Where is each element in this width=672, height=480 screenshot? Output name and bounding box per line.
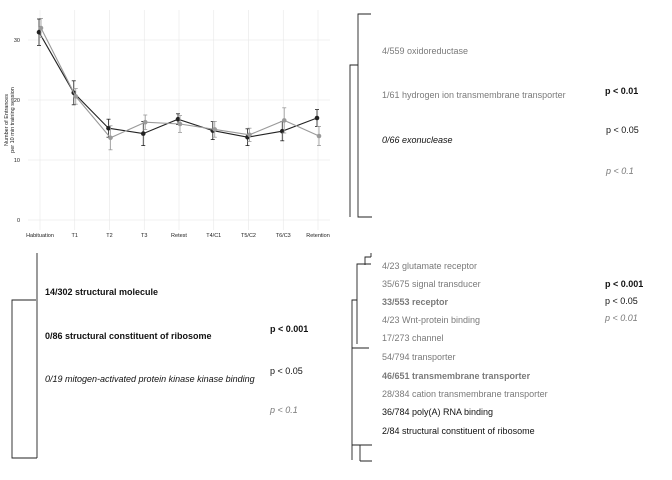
go-term-label: 0/86 structural constituent of ribosome <box>45 331 212 341</box>
data-point <box>314 115 320 121</box>
go-term-label: 0/19 mitogen-activated protein kinase ki… <box>45 374 255 384</box>
y-tick-label: 20 <box>14 98 20 104</box>
go-term-label: 17/273 channel <box>382 333 444 343</box>
y-axis-label-line: Number of Entrances <box>4 94 10 146</box>
significance-legend-label: p < 0.05 <box>606 125 639 135</box>
go-term-labels: 4/559 oxidoreductase 1/61 hydrogen ion tr… <box>45 46 643 436</box>
significance-legend-label: p < 0.01 <box>605 86 638 96</box>
data-point <box>247 132 252 138</box>
go-term-label: 4/23 Wnt-protein binding <box>382 315 480 325</box>
data-point <box>142 119 148 125</box>
data-point <box>73 94 79 99</box>
go-term-label: 46/651 transmembrane transporter <box>382 371 531 381</box>
y-tick-label: 0 <box>17 218 20 224</box>
dendrogram-branch <box>11 253 38 459</box>
data-point <box>281 118 287 123</box>
data-point <box>316 133 322 139</box>
x-tick-label: T4/C1 <box>206 233 221 239</box>
x-tick-label: Habituation <box>26 233 54 239</box>
y-tick-label: 30 <box>14 38 20 44</box>
go-term-label: 36/784 poly(A) RNA binding <box>382 407 493 417</box>
x-tick-label: T6/C3 <box>276 233 291 239</box>
go-term-label: 54/794 transporter <box>382 352 456 362</box>
x-tick-label: T2 <box>106 233 112 239</box>
go-term-label: 2/84 structural constituent of ribosome <box>382 426 535 436</box>
significance-legend-label: p < 0.05 <box>270 366 303 376</box>
data-point <box>106 125 111 131</box>
go-term-label: 1/61 hydrogen ion transmembrane transpor… <box>382 90 566 100</box>
go-term-label: 0/66 exonuclease <box>382 135 453 145</box>
significance-legend-label: p < 0.1 <box>269 405 298 415</box>
dendrograms <box>11 13 372 462</box>
line-chart: 0 10 20 30 Habituation T1 T2 T3 Retest T4/C1 T5/C2… <box>4 10 330 239</box>
data-point <box>177 121 183 127</box>
y-tick-label: 10 <box>14 158 20 164</box>
data-point <box>279 128 285 134</box>
data-point <box>38 25 44 31</box>
x-tick-label: T3 <box>141 233 147 239</box>
go-term-label: 14/302 structural molecule <box>45 287 158 297</box>
dendrogram-branch <box>349 13 372 218</box>
data-point <box>36 29 42 35</box>
data-point <box>140 131 146 136</box>
significance-legend-label: p < 0.01 <box>604 313 638 323</box>
data-point <box>108 135 113 141</box>
go-term-label: 35/675 signal transducer <box>382 279 481 289</box>
significance-legend-label: p < 0.001 <box>605 279 643 289</box>
data-point <box>175 116 181 122</box>
x-tick-label: Retest <box>171 233 187 239</box>
significance-legend-label: p < 0.05 <box>605 296 638 306</box>
go-term-label: 4/559 oxidoreductase <box>382 46 468 56</box>
go-term-label: 4/23 glutamate receptor <box>382 261 477 271</box>
significance-legend-label: p < 0.1 <box>605 166 634 176</box>
x-tick-label: T5/C2 <box>241 233 256 239</box>
go-term-label: 28/384 cation transmembrane transporter <box>382 389 548 399</box>
y-axis-label-line: per 10 min training session <box>10 87 16 153</box>
y-axis-label: Number of Entrancesper 10 min training s… <box>4 87 16 153</box>
data-point <box>212 127 218 132</box>
x-tick-label: Retention <box>306 233 330 239</box>
x-tick-label: T1 <box>72 233 78 239</box>
go-term-label: 33/553 receptor <box>382 297 449 307</box>
dendrogram-branch <box>351 253 372 462</box>
significance-legend-label: p < 0.001 <box>270 324 308 334</box>
